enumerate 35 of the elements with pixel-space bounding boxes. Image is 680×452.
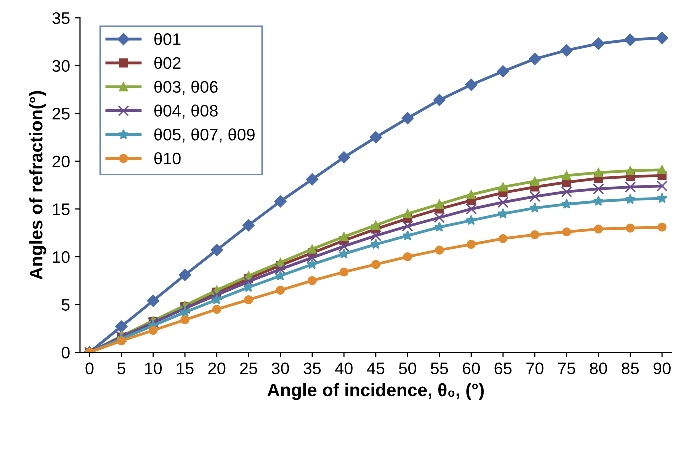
x-tick-label: 75 <box>558 362 576 375</box>
x-tick-label: 80 <box>590 362 608 375</box>
y-tick-label: 0 <box>62 346 70 359</box>
legend-label: θ03, θ06 <box>154 80 218 96</box>
y-tick-label: 15 <box>53 204 70 216</box>
x-tick-label: 70 <box>526 362 544 375</box>
y-tick-label: 25 <box>52 108 70 120</box>
legend-label: θ05, θ07, θ09 <box>154 128 255 143</box>
x-tick-label: 35 <box>304 362 321 375</box>
x-tick-label: 60 <box>463 362 480 375</box>
x-tick-label: 40 <box>335 362 353 375</box>
legend-label: θ04, θ08 <box>154 104 218 119</box>
legend-label: θ01 <box>154 33 181 46</box>
x-tick-label: 50 <box>399 362 416 375</box>
x-tick-label: 5 <box>118 362 126 375</box>
x-tick-label: 90 <box>654 362 671 375</box>
legend-label: θ10 <box>154 152 181 165</box>
x-tick-label: 25 <box>240 362 258 375</box>
y-tick-label: 5 <box>62 299 70 311</box>
y-tick-label: 20 <box>52 156 70 168</box>
x-tick-label: 45 <box>367 362 385 375</box>
x-tick-label: 65 <box>494 362 512 375</box>
x-tick-label: 20 <box>208 362 226 375</box>
x-tick-label: 30 <box>272 362 290 375</box>
x-tick-label: 0 <box>86 362 94 375</box>
legend-label: θ02 <box>154 56 181 70</box>
x-tick-label: 85 <box>622 362 640 375</box>
x-tick-label: 55 <box>431 362 448 375</box>
y-axis-title: Angles of refraction(°) <box>30 91 46 280</box>
x-tick-label: 10 <box>145 362 162 375</box>
y-tick-label: 30 <box>52 60 70 72</box>
x-tick-label: 15 <box>177 362 194 375</box>
y-tick-label: 10 <box>53 251 70 264</box>
x-axis-title: Angle of incidence, θ₀, (°) <box>268 383 484 400</box>
y-tick-label: 35 <box>52 12 70 24</box>
